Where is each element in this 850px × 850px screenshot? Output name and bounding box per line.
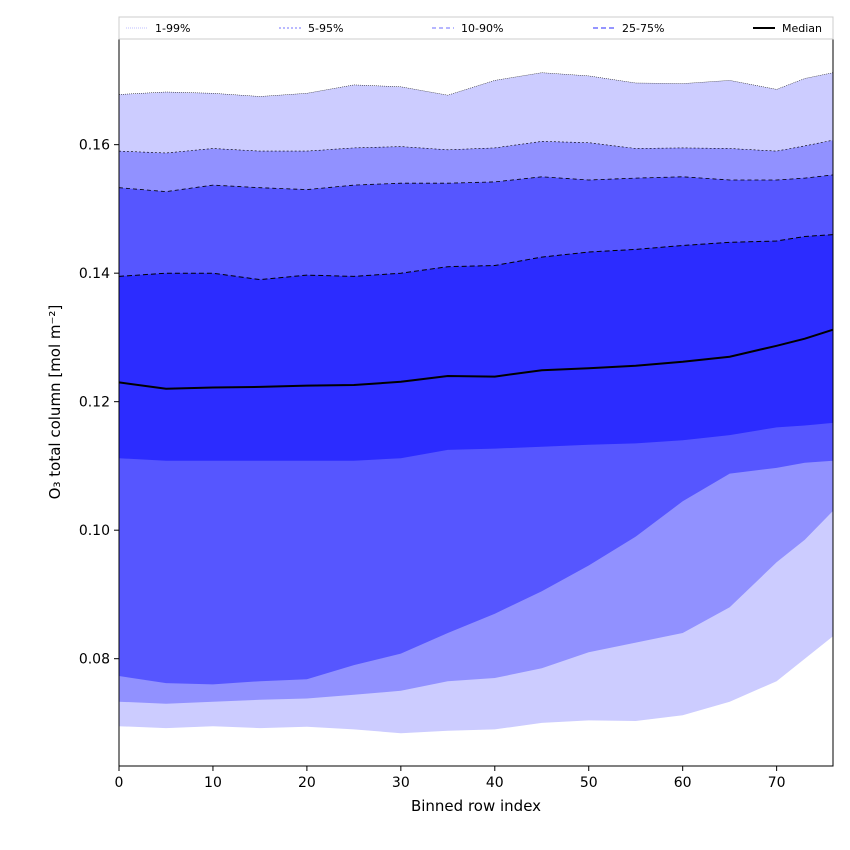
- x-tick-label: 30: [392, 775, 410, 791]
- x-tick-label: 50: [580, 775, 598, 791]
- band-5-95-upper-edge: [118, 139, 834, 154]
- median-layer: [118, 328, 834, 390]
- y-axis: 0.08 0.10 0.12 0.14 0.16: [79, 138, 119, 668]
- median-line: [118, 328, 834, 390]
- legend-label-median: Median: [782, 22, 822, 35]
- x-axis-label: Binned row index: [411, 797, 541, 815]
- y-tick-label: 0.12: [79, 395, 110, 411]
- x-tick-label: 60: [674, 775, 692, 791]
- legend-label-25-75: 25-75%: [622, 22, 664, 35]
- y-tick-label: 0.16: [79, 138, 110, 154]
- y-axis-label: O₃ total column [mol m⁻²]: [46, 305, 64, 500]
- band-1-99-upper-edge: [118, 72, 834, 97]
- band-25-75-upper-edge: [118, 234, 834, 281]
- legend-box: [118, 16, 834, 40]
- legend: 1-99% 5-95% 10-90% 25-75% Median: [118, 16, 834, 40]
- legend-label-1-99: 1-99%: [155, 22, 190, 35]
- x-tick-label: 10: [204, 775, 222, 791]
- x-tick-label: 40: [486, 775, 504, 791]
- x-tick-label: 70: [768, 775, 786, 791]
- legend-label-10-90: 10-90%: [461, 22, 503, 35]
- legend-label-5-95: 5-95%: [308, 22, 343, 35]
- y-tick-label: 0.14: [79, 266, 110, 282]
- x-tick-label: 0: [115, 775, 124, 791]
- x-tick-label: 20: [298, 775, 316, 791]
- bands-layer: [118, 72, 834, 734]
- band-25-75: [119, 234, 833, 461]
- y-tick-label: 0.08: [79, 652, 110, 668]
- x-axis: 0 10 20 30 40 50 60 70: [115, 766, 786, 791]
- y-tick-label: 0.10: [79, 523, 110, 539]
